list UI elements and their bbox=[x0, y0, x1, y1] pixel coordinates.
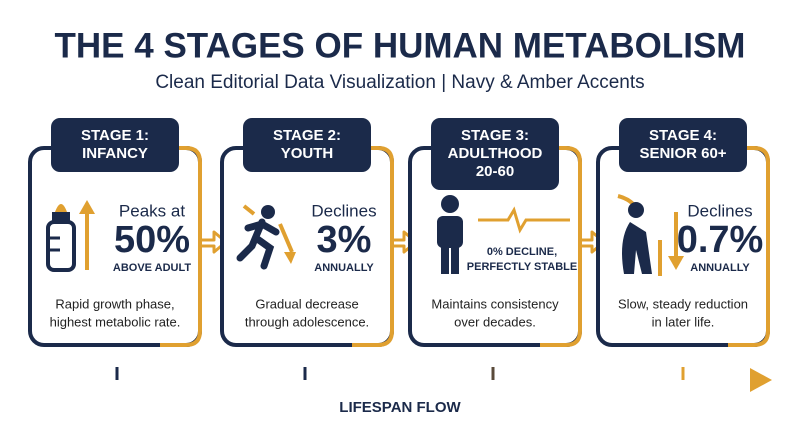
stage-note: 0% DECLINE, bbox=[487, 246, 557, 258]
stage-description: highest metabolic rate. bbox=[50, 314, 181, 329]
subtitle: Clean Editorial Data Visualization | Nav… bbox=[155, 72, 644, 93]
title: THE 4 STAGES OF HUMAN METABOLISM bbox=[55, 26, 746, 65]
stage-tab bbox=[619, 118, 747, 172]
stage-description: Rapid growth phase, bbox=[55, 296, 174, 311]
stage-tab-label: STAGE 1: bbox=[81, 127, 149, 144]
stage-lead: Declines bbox=[311, 201, 376, 220]
stage-tab-label: ADULTHOOD bbox=[448, 145, 543, 162]
stage-tab-label: STAGE 2: bbox=[273, 127, 341, 144]
stage-unit: ABOVE ADULT bbox=[113, 262, 192, 274]
stage-tab-label: 20-60 bbox=[476, 163, 514, 180]
senior-icon bbox=[617, 194, 684, 276]
stage-lead: Peaks at bbox=[119, 201, 185, 220]
stage-description: over decades. bbox=[454, 314, 536, 329]
stage-tab-label: STAGE 3: bbox=[461, 127, 529, 144]
stage-tab-label: YOUTH bbox=[281, 145, 334, 162]
stage-lead: Declines bbox=[687, 201, 752, 220]
card-accent bbox=[540, 146, 582, 347]
bottle-icon bbox=[46, 200, 95, 272]
card-accent bbox=[352, 146, 394, 347]
stage-tab-label: STAGE 4: bbox=[649, 127, 717, 144]
stage-tab-label: INFANCY bbox=[82, 145, 148, 162]
timeline-label: LIFESPAN FLOW bbox=[339, 399, 461, 416]
card-accent bbox=[728, 146, 770, 347]
stage-value: 3% bbox=[317, 219, 372, 261]
stage-value: 0.7% bbox=[677, 219, 764, 261]
stage-description: through adolescence. bbox=[245, 314, 369, 329]
runner-icon bbox=[236, 204, 296, 270]
person-icon bbox=[437, 195, 570, 274]
stage-value: 50% bbox=[114, 219, 190, 261]
stage-tab bbox=[431, 118, 559, 190]
stage-description: Maintains consistency bbox=[431, 296, 559, 311]
stage-note: PERFECTLY STABLE bbox=[467, 261, 577, 273]
stage-description: Slow, steady reduction bbox=[618, 296, 748, 311]
stage-description: in later life. bbox=[652, 314, 715, 329]
stage-description: Gradual decrease bbox=[255, 296, 358, 311]
stage-unit: ANNUALLY bbox=[690, 262, 750, 274]
stage-tab-label: SENIOR 60+ bbox=[639, 145, 726, 162]
card-accent bbox=[160, 146, 202, 347]
stage-unit: ANNUALLY bbox=[314, 262, 374, 274]
stage-tab bbox=[243, 118, 371, 172]
timeline-arrow bbox=[750, 368, 772, 392]
stage-tab bbox=[51, 118, 179, 172]
